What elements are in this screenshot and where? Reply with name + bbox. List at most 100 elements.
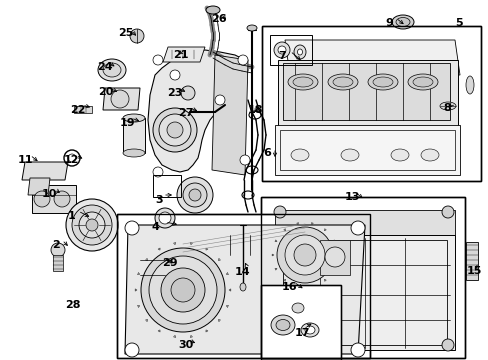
Polygon shape bbox=[332, 268, 334, 270]
Ellipse shape bbox=[205, 6, 220, 14]
Polygon shape bbox=[103, 88, 140, 110]
Circle shape bbox=[441, 339, 453, 351]
Bar bbox=[261, 197, 464, 358]
Polygon shape bbox=[173, 335, 176, 337]
Text: 22: 22 bbox=[70, 105, 85, 115]
Polygon shape bbox=[296, 285, 298, 287]
Polygon shape bbox=[278, 60, 457, 155]
Ellipse shape bbox=[297, 49, 302, 55]
Circle shape bbox=[86, 219, 98, 231]
Polygon shape bbox=[137, 305, 140, 307]
Ellipse shape bbox=[273, 42, 289, 58]
Circle shape bbox=[293, 244, 315, 266]
Polygon shape bbox=[148, 50, 247, 172]
Text: 1: 1 bbox=[68, 211, 76, 221]
Circle shape bbox=[167, 122, 183, 138]
Polygon shape bbox=[137, 273, 140, 275]
Circle shape bbox=[161, 268, 204, 312]
Polygon shape bbox=[163, 47, 204, 62]
Polygon shape bbox=[190, 243, 192, 245]
Polygon shape bbox=[324, 279, 325, 282]
Circle shape bbox=[181, 86, 195, 100]
Text: 16: 16 bbox=[282, 282, 297, 292]
Text: 14: 14 bbox=[235, 267, 250, 277]
Polygon shape bbox=[218, 320, 220, 322]
Ellipse shape bbox=[412, 77, 432, 87]
Polygon shape bbox=[135, 289, 137, 291]
Polygon shape bbox=[311, 285, 313, 287]
Circle shape bbox=[125, 343, 139, 357]
Text: 29: 29 bbox=[162, 258, 177, 268]
Bar bbox=[465, 242, 477, 280]
Ellipse shape bbox=[246, 25, 257, 31]
Polygon shape bbox=[145, 258, 147, 260]
Circle shape bbox=[170, 70, 180, 80]
Ellipse shape bbox=[278, 46, 285, 54]
Text: 17: 17 bbox=[294, 328, 310, 338]
Circle shape bbox=[125, 221, 139, 235]
Text: 15: 15 bbox=[466, 266, 481, 276]
Polygon shape bbox=[283, 279, 285, 282]
Polygon shape bbox=[271, 254, 273, 256]
Text: 18: 18 bbox=[247, 105, 263, 115]
Bar bbox=[153, 175, 181, 197]
Circle shape bbox=[51, 243, 65, 257]
Circle shape bbox=[177, 177, 213, 213]
Ellipse shape bbox=[240, 283, 245, 291]
Polygon shape bbox=[173, 243, 176, 245]
Circle shape bbox=[441, 206, 453, 218]
Polygon shape bbox=[226, 273, 228, 275]
Circle shape bbox=[325, 247, 345, 267]
Ellipse shape bbox=[420, 149, 438, 161]
Text: 25: 25 bbox=[118, 28, 133, 38]
Polygon shape bbox=[285, 40, 459, 75]
Bar bbox=[53, 255, 63, 271]
Ellipse shape bbox=[391, 15, 413, 29]
Bar bbox=[74, 106, 92, 113]
Ellipse shape bbox=[287, 74, 317, 90]
Circle shape bbox=[273, 206, 285, 218]
Text: 10: 10 bbox=[42, 189, 57, 199]
Polygon shape bbox=[145, 320, 147, 322]
Circle shape bbox=[34, 191, 50, 207]
Polygon shape bbox=[274, 210, 454, 235]
Text: 27: 27 bbox=[178, 108, 193, 118]
Polygon shape bbox=[296, 223, 298, 225]
Polygon shape bbox=[332, 240, 334, 242]
Circle shape bbox=[72, 205, 112, 245]
Ellipse shape bbox=[292, 77, 312, 87]
Circle shape bbox=[79, 212, 105, 238]
Text: 9: 9 bbox=[384, 18, 392, 28]
Bar bbox=[319, 240, 349, 275]
Circle shape bbox=[66, 199, 118, 251]
Ellipse shape bbox=[103, 63, 121, 77]
Polygon shape bbox=[335, 254, 337, 256]
Polygon shape bbox=[283, 229, 285, 231]
Ellipse shape bbox=[123, 114, 145, 122]
Text: 24: 24 bbox=[97, 62, 112, 72]
Ellipse shape bbox=[98, 59, 126, 81]
Circle shape bbox=[159, 114, 191, 146]
Text: 4: 4 bbox=[152, 222, 160, 232]
Circle shape bbox=[153, 55, 163, 65]
Ellipse shape bbox=[123, 149, 145, 157]
Circle shape bbox=[159, 212, 171, 224]
Circle shape bbox=[273, 339, 285, 351]
Circle shape bbox=[285, 235, 325, 275]
Circle shape bbox=[183, 183, 206, 207]
Polygon shape bbox=[212, 55, 247, 175]
Bar bbox=[261, 285, 340, 360]
Bar bbox=[261, 197, 464, 358]
Polygon shape bbox=[218, 258, 220, 260]
Ellipse shape bbox=[465, 76, 473, 94]
Ellipse shape bbox=[340, 149, 358, 161]
Ellipse shape bbox=[332, 77, 352, 87]
Circle shape bbox=[238, 55, 247, 65]
Polygon shape bbox=[283, 63, 449, 120]
Bar bbox=[117, 214, 369, 358]
Polygon shape bbox=[311, 223, 313, 225]
Text: 5: 5 bbox=[454, 18, 462, 28]
Text: 8: 8 bbox=[442, 103, 450, 113]
Text: 28: 28 bbox=[65, 300, 81, 310]
Circle shape bbox=[111, 90, 129, 108]
